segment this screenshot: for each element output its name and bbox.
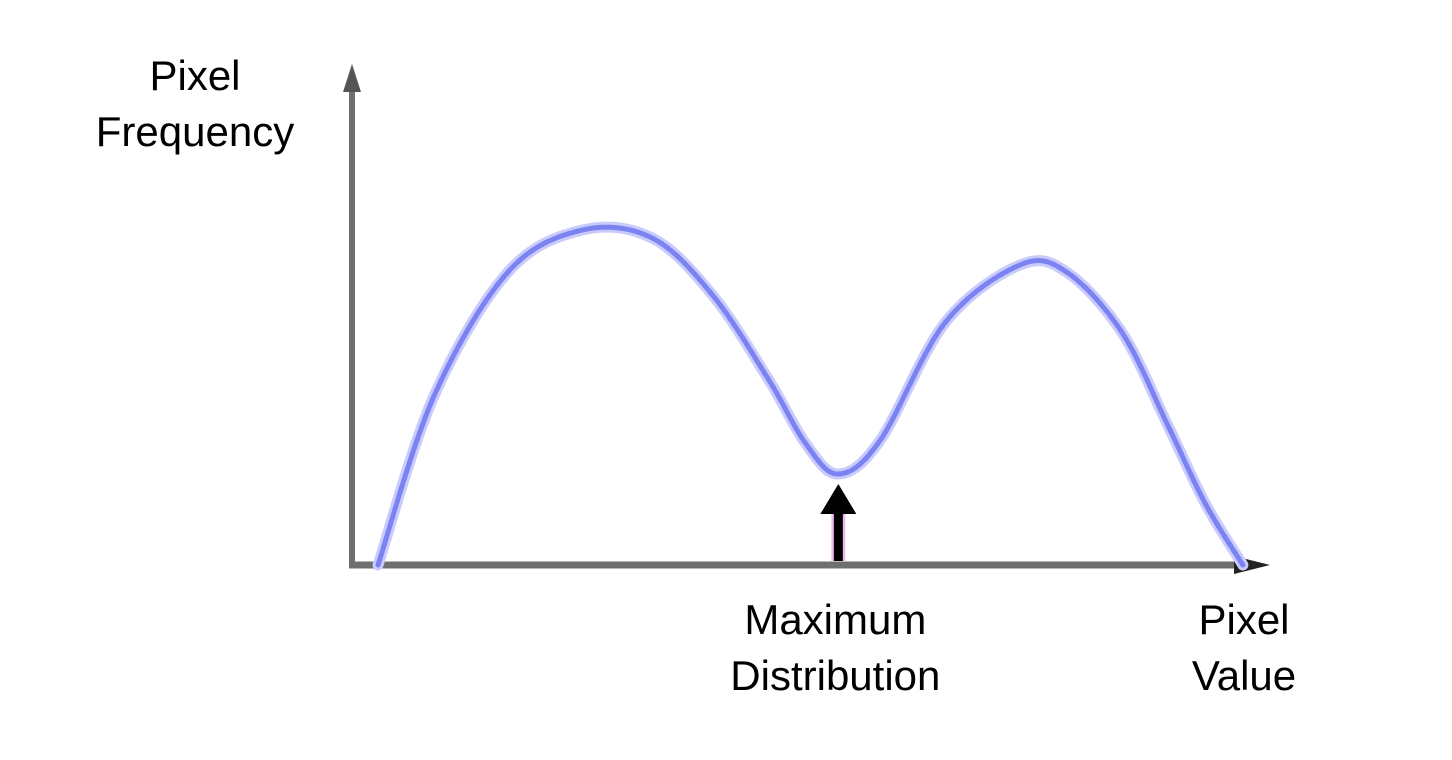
annotation-arrow — [820, 484, 857, 561]
y-axis-label-line-1: Pixel — [149, 52, 240, 99]
annotation-label-line-2: Distribution — [730, 652, 940, 699]
distribution-curve-glow — [372, 221, 1249, 571]
annotation-label-line-1: Maximum — [744, 596, 926, 643]
x-axis-label-line-2: Value — [1192, 652, 1296, 699]
y-axis-arrowhead — [343, 64, 361, 92]
annotation-arrow-head — [820, 484, 857, 515]
y-axis-label-line-2: Frequency — [96, 108, 294, 155]
distribution-curve — [375, 224, 1246, 568]
x-axis-label-line-1: Pixel — [1198, 596, 1289, 643]
